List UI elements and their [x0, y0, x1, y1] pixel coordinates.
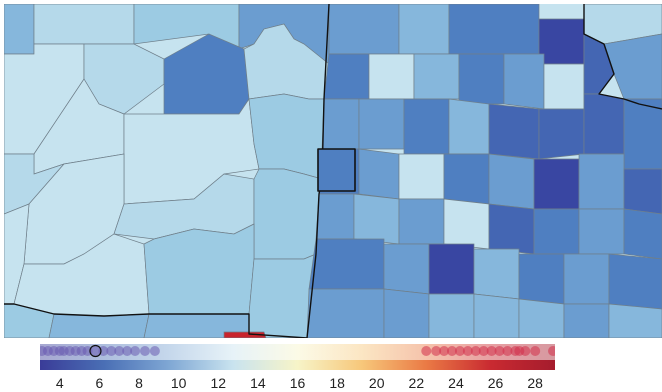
county[interactable] [488, 103, 540, 160]
legend-dot [431, 346, 442, 356]
state-borders [4, 4, 662, 338]
county[interactable] [248, 93, 330, 180]
county[interactable] [315, 193, 355, 240]
county[interactable] [488, 203, 535, 255]
legend-dot [439, 346, 450, 356]
legend-tick-label: 24 [448, 375, 464, 391]
county[interactable] [518, 253, 565, 305]
legend-tick-label: 4 [55, 375, 64, 391]
county[interactable] [563, 253, 610, 305]
state-border [583, 4, 662, 110]
legend-dot [530, 346, 541, 356]
county[interactable] [248, 253, 317, 338]
legend-tick-label: 26 [487, 375, 504, 391]
legend-dot [139, 346, 150, 356]
county[interactable] [308, 238, 385, 290]
county[interactable] [448, 4, 540, 55]
legend-dot [494, 346, 505, 356]
county[interactable] [398, 4, 450, 55]
county[interactable] [448, 98, 490, 155]
color-legend: 4 6 8 10 12 14 16 18 20 22 24 26 28 [36, 342, 566, 391]
legend-tick-label: 22 [408, 375, 425, 391]
county[interactable] [563, 303, 610, 338]
county[interactable] [321, 98, 360, 150]
legend-dot [90, 346, 101, 356]
legend-tick-label: 16 [289, 375, 306, 391]
county[interactable] [4, 4, 35, 55]
county[interactable] [358, 148, 400, 200]
legend-tick-label: 14 [250, 375, 266, 391]
county[interactable] [518, 298, 565, 338]
legend-scale [36, 344, 566, 370]
legend-tick-label: 28 [527, 375, 543, 391]
county[interactable] [623, 168, 662, 215]
legend-tick-label: 12 [210, 375, 227, 391]
legend-dot [149, 346, 160, 356]
legend-tick-label: 18 [329, 375, 345, 391]
county[interactable] [428, 293, 475, 338]
legend-tick-label: 20 [368, 375, 385, 391]
legend-dot [454, 346, 465, 356]
county[interactable] [383, 243, 430, 295]
legend-tick-label: 6 [95, 375, 104, 391]
legend-dot [520, 346, 531, 356]
legend-dot [122, 346, 133, 356]
county[interactable] [383, 288, 430, 338]
county[interactable] [533, 208, 580, 255]
county[interactable] [223, 331, 267, 338]
county[interactable] [533, 158, 580, 210]
county[interactable] [403, 98, 450, 155]
map-panel[interactable] [4, 4, 662, 338]
legend-color-bar [40, 360, 555, 370]
legend-dot [486, 346, 497, 356]
legend-dot [462, 346, 473, 356]
county[interactable] [623, 98, 662, 170]
county[interactable] [398, 153, 445, 200]
county[interactable] [608, 303, 662, 338]
legend-dot [470, 346, 481, 356]
county[interactable] [323, 53, 370, 100]
county[interactable] [623, 208, 662, 260]
county[interactable] [48, 313, 150, 338]
county[interactable] [358, 98, 405, 150]
legend-dot [106, 346, 117, 356]
county[interactable] [353, 193, 400, 245]
state-border [4, 303, 308, 338]
county[interactable] [443, 198, 490, 250]
county[interactable] [583, 93, 625, 155]
county[interactable] [368, 53, 415, 100]
legend-dot [130, 346, 141, 356]
county[interactable] [306, 288, 385, 338]
legend-tick-label: 8 [135, 375, 143, 391]
choropleth-map[interactable] [4, 4, 662, 338]
county[interactable] [608, 253, 662, 310]
county[interactable] [328, 4, 400, 55]
county[interactable] [428, 243, 475, 295]
legend-dot [447, 346, 457, 356]
county[interactable] [543, 63, 585, 110]
legend-selected-marker [89, 344, 102, 358]
county[interactable] [473, 293, 520, 338]
county-layer[interactable] [4, 4, 662, 338]
county[interactable] [578, 208, 625, 255]
legend-dot [478, 346, 489, 356]
county[interactable] [473, 248, 520, 300]
legend-dot [114, 346, 125, 356]
county[interactable] [488, 153, 535, 210]
highlighted-county-outline[interactable] [317, 148, 356, 192]
county[interactable] [503, 53, 545, 110]
county[interactable] [443, 153, 490, 205]
legend-dot [502, 346, 513, 356]
county[interactable] [578, 153, 625, 210]
county[interactable] [143, 223, 255, 315]
county[interactable] [458, 53, 505, 105]
county[interactable] [33, 4, 135, 45]
county[interactable] [398, 198, 445, 245]
county[interactable] [538, 108, 585, 160]
county[interactable] [538, 18, 585, 65]
county[interactable] [253, 168, 323, 260]
county[interactable] [413, 53, 460, 100]
legend-dot [421, 346, 432, 356]
legend-tick-label: 10 [170, 375, 187, 391]
